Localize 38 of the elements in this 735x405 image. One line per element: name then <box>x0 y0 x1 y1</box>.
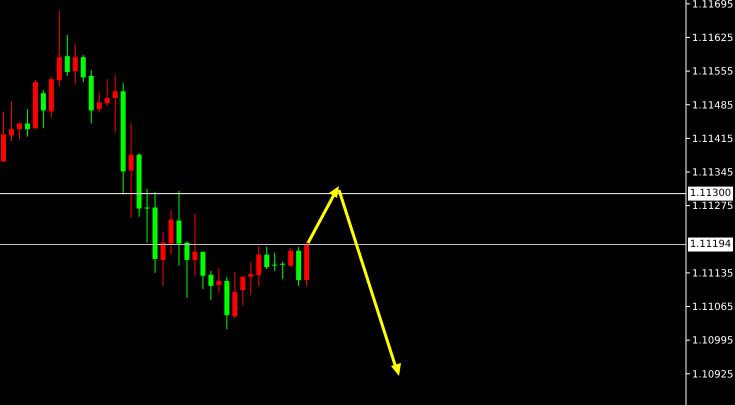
y-tick-label: 1.11555 <box>692 66 734 78</box>
candlestick <box>160 231 166 286</box>
candlestick <box>264 246 270 270</box>
y-tick-label: 1.11625 <box>692 33 734 44</box>
y-tick-label: 1.10995 <box>692 336 734 347</box>
y-tick-label: 1.11065 <box>692 302 734 314</box>
candlestick <box>176 190 182 266</box>
y-tick-label: 1.11345 <box>692 168 734 179</box>
y-tick-label: 1.11135 <box>692 268 734 280</box>
candlestick <box>104 78 110 107</box>
candlestick <box>184 241 190 298</box>
candlestick <box>16 122 22 140</box>
ref-line-label: 1.11194 <box>690 239 732 250</box>
candlestick <box>96 92 102 113</box>
ref-line-label: 1.11300 <box>690 188 732 200</box>
candlestick <box>24 108 30 137</box>
y-tick-label: 1.11485 <box>692 100 734 112</box>
y-tick-label: 1.11415 <box>692 134 734 145</box>
candlestick <box>216 268 222 294</box>
candlestick <box>192 213 198 276</box>
candlestick <box>280 261 286 280</box>
candlestick <box>112 74 118 134</box>
y-tick-label: 1.11275 <box>692 201 734 212</box>
candlestick <box>256 245 262 286</box>
candlestick <box>64 34 70 76</box>
candlestick <box>40 90 46 129</box>
candlestick <box>56 10 62 86</box>
candlestick <box>288 247 294 268</box>
candlestick <box>240 276 246 306</box>
candlestick <box>208 270 214 301</box>
candlestick <box>72 44 78 85</box>
candlestick <box>80 54 86 83</box>
candlestick <box>144 188 150 244</box>
candlestick <box>8 100 14 142</box>
candlestick <box>128 122 134 218</box>
y-tick-label: 1.11695 <box>692 0 734 10</box>
y-tick-label: 1.10925 <box>692 369 734 380</box>
candlestick <box>272 252 278 272</box>
